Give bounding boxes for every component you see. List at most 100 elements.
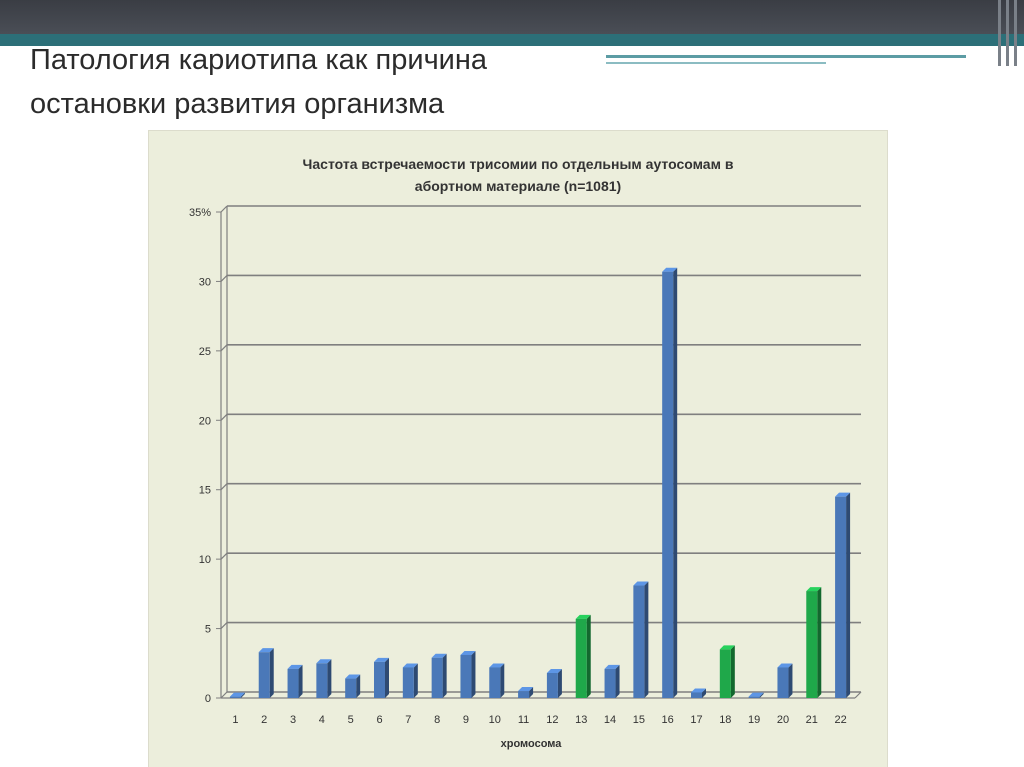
bar-14 [604, 668, 616, 698]
bar-side-18 [730, 645, 735, 698]
gridline-connector [220, 344, 228, 352]
gridline-connector [220, 691, 228, 699]
bar-side-21 [817, 587, 822, 698]
chart-area: Частота встречаемости трисомии по отдель… [148, 130, 888, 767]
x-tick-label: 15 [633, 714, 645, 726]
header-accent-stripe [0, 34, 1024, 46]
bar-10 [489, 667, 501, 698]
bar-side-7 [413, 663, 418, 698]
bar-top-13 [575, 614, 591, 619]
x-tick-label: 19 [748, 714, 760, 726]
bar-top-12 [546, 669, 562, 674]
header-accent-line-thin [606, 62, 826, 64]
bar-top-22 [835, 492, 851, 497]
chart-title-line-2: абортном материале (n=1081) [414, 178, 622, 194]
y-tick-label: 10 [199, 554, 211, 566]
x-tick-label: 7 [405, 714, 411, 726]
x-axis-label: хромосома [501, 738, 563, 750]
x-tick-label: 2 [261, 714, 267, 726]
y-tick-label: 25 [199, 346, 211, 358]
x-tick-label: 1 [232, 714, 238, 726]
bar-side-13 [586, 614, 591, 698]
bar-top-1 [229, 692, 245, 697]
x-axis-corner [854, 691, 862, 699]
gridline-connector [220, 483, 228, 491]
bar-side-8 [442, 653, 447, 698]
bar-top-3 [287, 664, 303, 669]
slide-title-line-2: остановки развития организма [30, 88, 445, 120]
bar-7 [402, 667, 414, 698]
x-tick-label: 18 [719, 714, 731, 726]
bar-side-16 [673, 267, 678, 698]
bar-top-6 [374, 657, 389, 662]
bar-top-7 [402, 663, 418, 668]
x-tick-label: 22 [834, 714, 846, 726]
bar-19 [748, 696, 760, 698]
x-tick-label: 5 [348, 714, 354, 726]
bar-top-21 [806, 587, 822, 592]
bar-side-19 [759, 692, 764, 698]
header-accent-line [606, 55, 966, 58]
x-tick-label: 11 [518, 714, 529, 726]
y-tick-label: 5 [205, 624, 211, 636]
gridline-connector [220, 622, 228, 629]
bar-3 [287, 668, 299, 698]
gridline-connector [220, 552, 228, 560]
bar-4 [316, 663, 328, 698]
bar-side-5 [356, 674, 361, 698]
bar-9 [460, 654, 472, 698]
bar-16 [662, 271, 674, 698]
x-tick-label: 8 [434, 714, 440, 726]
bar-top-8 [431, 653, 447, 658]
bar-side-9 [471, 650, 476, 698]
bar-5 [345, 678, 357, 698]
bar-side-3 [298, 664, 303, 698]
header-band [0, 0, 1024, 34]
gridline-connector [220, 205, 228, 213]
slide-title-line-1: Патология кариотипа как причина [30, 44, 488, 76]
bar-top-15 [633, 581, 649, 586]
bar-12 [546, 673, 558, 698]
bar-20 [777, 667, 789, 698]
bar-top-17 [691, 688, 706, 693]
bar-21 [806, 591, 818, 698]
bar-side-15 [644, 581, 649, 698]
x-tick-label: 12 [546, 714, 558, 726]
x-tick-label: 9 [463, 714, 469, 726]
bar-top-5 [345, 674, 361, 679]
bar-2 [258, 652, 270, 698]
bar-top-14 [604, 664, 620, 669]
gridline-connector [220, 413, 228, 421]
bar-top-9 [460, 650, 476, 655]
y-tick-label: 20 [199, 415, 211, 427]
bar-side-6 [385, 657, 389, 698]
bar-side-12 [557, 669, 562, 698]
x-tick-label: 20 [777, 714, 789, 726]
bar-side-17 [702, 688, 706, 698]
y-tick-label: 15 [199, 485, 211, 497]
bar-1 [229, 696, 241, 698]
gridline-connector [220, 275, 228, 282]
bar-top-4 [316, 659, 332, 664]
x-tick-label: 17 [690, 714, 702, 726]
bar-top-18 [719, 645, 735, 650]
y-tick-label: 0 [205, 693, 211, 705]
x-tick-label: 21 [806, 714, 818, 726]
x-tick-label: 3 [290, 714, 296, 726]
x-tick-label: 13 [575, 714, 587, 726]
bar-top-2 [258, 648, 274, 653]
bar-top-19 [748, 692, 764, 697]
bar-top-16 [662, 267, 678, 272]
x-tick-label: 14 [604, 714, 616, 726]
bar-17 [691, 692, 702, 698]
bar-6 [374, 661, 385, 698]
bar-top-20 [777, 663, 793, 668]
header-right-ornament [994, 0, 1024, 66]
bar-22 [835, 496, 847, 698]
y-tick-label: 30 [199, 276, 211, 288]
bar-side-1 [240, 692, 245, 698]
slide-title: Патология кариотипа как причина остановк… [30, 38, 650, 126]
bar-side-20 [788, 663, 793, 698]
